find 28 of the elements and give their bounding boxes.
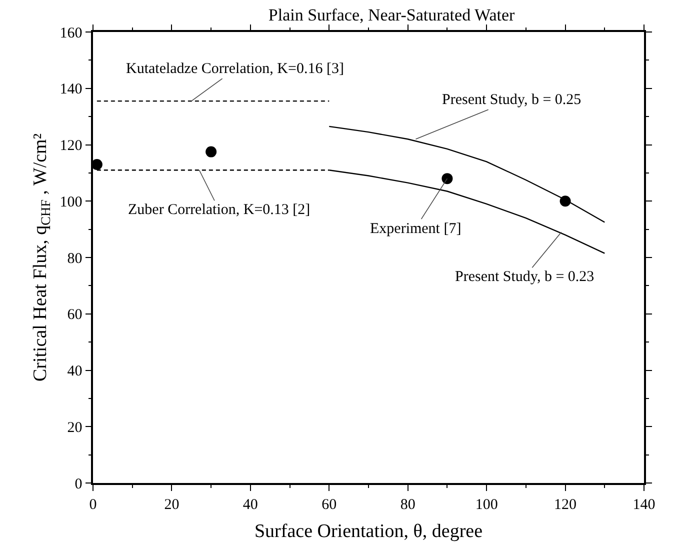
x-tick-label: 60 (322, 496, 337, 513)
x-tick-label: 100 (475, 496, 498, 513)
x-tick-label: 120 (554, 496, 577, 513)
x-tick-label: 40 (242, 496, 258, 513)
x-axis-title: Surface Orientation, θ, degree (254, 521, 483, 542)
point (560, 196, 571, 207)
y-tick-label: 140 (60, 82, 82, 98)
annotation: Present Study, b = 0.25 (442, 92, 582, 108)
y-tick-label: 40 (67, 364, 82, 380)
y-tick-label: 20 (67, 420, 82, 436)
y-tick-label: 80 (67, 250, 82, 267)
annotation: Zuber Correlation, K=0.13 [2] (128, 202, 310, 218)
x-tick-label: 0 (89, 496, 97, 513)
annotation: Experiment [7] (370, 221, 462, 237)
point (442, 173, 453, 184)
y-tick-label: 120 (60, 138, 82, 154)
y-tick-label: 100 (60, 194, 82, 210)
x-tick-label: 140 (632, 496, 656, 513)
y-tick-label: 0 (74, 476, 82, 492)
line-series (328, 126, 606, 223)
chart-title: Plain Surface, Near-Saturated Water (268, 5, 516, 24)
point (206, 146, 217, 158)
y-tick-label: 160 (60, 25, 82, 42)
annotation: Kutateladze Correlation, K=0.16 [3] (126, 61, 344, 77)
x-tick-label: 80 (400, 496, 416, 513)
y-tick-label: 60 (67, 307, 82, 324)
annotation: Present Study, b = 0.23 (455, 269, 594, 285)
x-tick-label: 20 (164, 496, 180, 513)
